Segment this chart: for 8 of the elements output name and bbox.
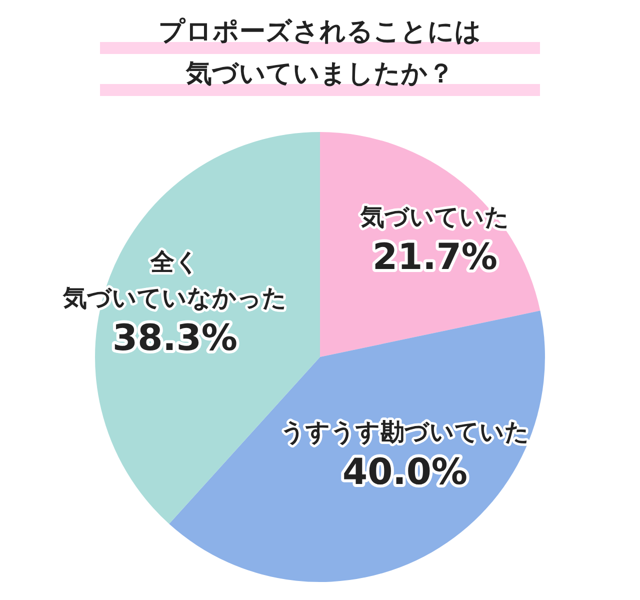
data-label: 38.3%	[112, 318, 238, 359]
slice-label: 全く気づいていなかった	[62, 248, 287, 312]
title: プロポーズされることには気づいていましたか？	[100, 17, 540, 96]
data-label: 40.0%	[342, 452, 468, 493]
slice-label: うすうす勘づいていた	[280, 418, 530, 446]
data-label: 21.7%	[372, 237, 498, 278]
chart-title: プロポーズされることには気づいていましたか？	[158, 17, 482, 89]
slice-label: 気づいていた	[360, 203, 510, 231]
